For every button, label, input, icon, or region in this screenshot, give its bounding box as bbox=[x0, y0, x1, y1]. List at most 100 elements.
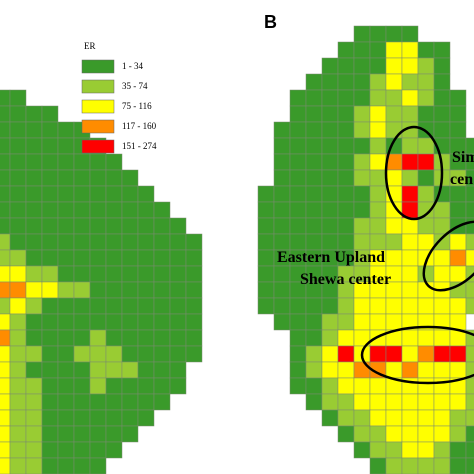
grid-cell bbox=[41, 265, 59, 283]
annotation: cen bbox=[450, 171, 473, 188]
grid-cell bbox=[465, 265, 474, 283]
grid-cell bbox=[57, 425, 75, 443]
grid-cell bbox=[417, 425, 435, 443]
grid-cell bbox=[337, 409, 355, 427]
grid-cell bbox=[89, 297, 107, 315]
grid-cell bbox=[185, 345, 203, 363]
grid-cell bbox=[417, 393, 435, 411]
grid-cell bbox=[121, 345, 139, 363]
grid-cell bbox=[433, 361, 451, 379]
grid-cell bbox=[57, 409, 75, 427]
grid-cell bbox=[73, 329, 91, 347]
grid-cell bbox=[9, 89, 27, 107]
grid-cell bbox=[433, 457, 451, 474]
legend-swatch bbox=[81, 139, 115, 154]
grid-cell bbox=[105, 297, 123, 315]
grid-cell bbox=[305, 73, 323, 91]
grid-cell bbox=[369, 313, 387, 331]
grid-cell bbox=[369, 73, 387, 91]
grid-cell bbox=[417, 329, 435, 347]
grid-cell bbox=[153, 377, 171, 395]
grid-cell bbox=[401, 41, 419, 59]
grid-cell bbox=[9, 169, 27, 187]
grid-cell bbox=[369, 89, 387, 107]
grid-cell bbox=[369, 57, 387, 75]
grid-cell bbox=[25, 169, 43, 187]
grid-cell bbox=[137, 201, 155, 219]
grid-cell bbox=[121, 281, 139, 299]
grid-cell bbox=[105, 201, 123, 219]
grid-cell bbox=[105, 425, 123, 443]
grid-cell bbox=[385, 393, 403, 411]
grid-cell bbox=[9, 185, 27, 203]
grid-cell bbox=[417, 105, 435, 123]
grid-cell bbox=[169, 345, 187, 363]
grid-cell bbox=[369, 169, 387, 187]
grid-cell bbox=[449, 265, 467, 283]
grid-cell bbox=[353, 57, 371, 75]
grid-cell bbox=[417, 169, 435, 187]
grid-cell bbox=[353, 169, 371, 187]
legend-label: 1 - 34 bbox=[122, 61, 143, 71]
grid-cell bbox=[137, 217, 155, 235]
grid-cell bbox=[25, 121, 43, 139]
grid-cell bbox=[57, 265, 75, 283]
grid-cell bbox=[321, 393, 339, 411]
grid-cell bbox=[185, 329, 203, 347]
grid-cell bbox=[0, 201, 11, 219]
grid-cell bbox=[401, 105, 419, 123]
grid-cell bbox=[57, 121, 75, 139]
grid-cell bbox=[41, 185, 59, 203]
grid-cell bbox=[89, 329, 107, 347]
grid-cell bbox=[337, 121, 355, 139]
grid-cell bbox=[417, 73, 435, 91]
annotation: Shewa center bbox=[300, 271, 391, 288]
grid-cell bbox=[73, 425, 91, 443]
grid-cell bbox=[57, 137, 75, 155]
grid-cell bbox=[289, 121, 307, 139]
grid-cell bbox=[137, 185, 155, 203]
grid-cell bbox=[369, 457, 387, 474]
grid-cell bbox=[433, 441, 451, 459]
grid-cell bbox=[449, 361, 467, 379]
grid-cell bbox=[465, 361, 474, 379]
grid-cell bbox=[433, 329, 451, 347]
grid-cell bbox=[273, 137, 291, 155]
legend-title: ER bbox=[84, 41, 96, 51]
grid-cell bbox=[273, 201, 291, 219]
grid-cell bbox=[369, 201, 387, 219]
grid-cell bbox=[433, 121, 451, 139]
grid-cell bbox=[321, 217, 339, 235]
grid-cell bbox=[353, 201, 371, 219]
grid-cell bbox=[121, 409, 139, 427]
grid-cell bbox=[0, 121, 11, 139]
grid-cell bbox=[305, 233, 323, 251]
grid-cell bbox=[257, 249, 275, 267]
grid-cell bbox=[169, 361, 187, 379]
grid-cell bbox=[401, 169, 419, 187]
grid-cell bbox=[385, 41, 403, 59]
grid-cell bbox=[369, 345, 387, 363]
grid-cell bbox=[137, 297, 155, 315]
grid-cell bbox=[25, 377, 43, 395]
grid-cell bbox=[417, 441, 435, 459]
grid-cell bbox=[305, 89, 323, 107]
grid-cell bbox=[25, 457, 43, 474]
grid-cell bbox=[465, 185, 474, 203]
grid-cell bbox=[25, 409, 43, 427]
grid-cell bbox=[9, 153, 27, 171]
grid-cell bbox=[465, 441, 474, 459]
grid-cell bbox=[25, 329, 43, 347]
grid-cell bbox=[337, 73, 355, 91]
grid-cell bbox=[137, 409, 155, 427]
grid-cell bbox=[121, 297, 139, 315]
grid-cell bbox=[465, 457, 474, 474]
grid-cell bbox=[105, 345, 123, 363]
grid-cell bbox=[105, 409, 123, 427]
grid-cell bbox=[321, 89, 339, 107]
grid-cell bbox=[321, 57, 339, 75]
grid-cell bbox=[305, 201, 323, 219]
grid-cell bbox=[9, 217, 27, 235]
grid-cell bbox=[449, 441, 467, 459]
ellipse bbox=[360, 325, 474, 385]
